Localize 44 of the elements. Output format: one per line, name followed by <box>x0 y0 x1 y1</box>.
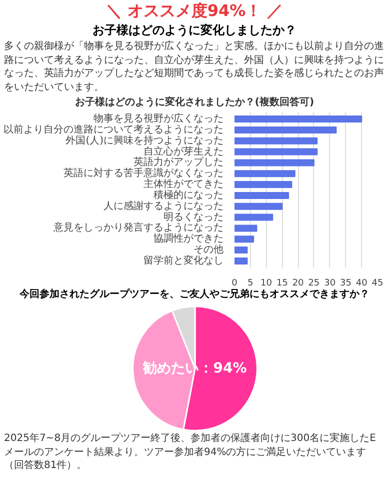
text: 2025年7~8月のグループツアー終了後、参加者の保護者向けに300名に実施したEメールのアンケート結果より。ツアー参加者94%の方にご満足いただいています（回答数81件）。 <box>4 432 377 472</box>
text: 多くの親御様が「物事を見る視野が広くなった」と実感。ほかにも以前より自分の進路について考えるようになった、自立心が芽生えた、外国（人）に興味を持つようになった、英語力がアップしたなど短期間であっても成長した姿を感じられたとのお声をいただいています。 <box>4 40 385 94</box>
y-tick-label: 以前より自分の進路について考えるようになった <box>4 123 224 136</box>
x-tick-label: 30 <box>324 278 336 288</box>
bar <box>234 137 318 144</box>
y-tick-label: 意見をしっかり発言するようになった <box>52 222 224 234</box>
x-tick-label: 45 <box>372 278 384 288</box>
bar <box>234 236 254 243</box>
text: ＼ オススメ度94%！ ／ <box>106 0 284 22</box>
y-tick-label: 人に感謝するようになった <box>104 200 224 212</box>
bar <box>234 257 248 264</box>
y-tick-label: その他 <box>194 244 224 256</box>
chart-title: お子様はどのように変化されましたか？(複数回答可) <box>74 96 314 110</box>
y-tick-label: 物事を見る視野が広くなった <box>94 112 224 125</box>
bar <box>234 202 283 210</box>
bar <box>234 214 274 221</box>
bar <box>234 192 290 199</box>
bar <box>234 159 314 166</box>
x-tick-label: 0 <box>232 278 238 288</box>
bar <box>234 116 362 123</box>
y-tick-label: 外国(人)に興味を持つようになった <box>66 134 224 146</box>
y-tick-label: 英語に対する苦手意識がなくなった <box>64 167 224 180</box>
x-tick-label: 40 <box>356 278 368 288</box>
y-tick-label: 積極的になった <box>154 188 224 201</box>
bar <box>234 181 292 188</box>
y-tick-label: 英語力がアップした <box>134 156 224 168</box>
y-tick-label: 協調性ができた <box>154 232 224 245</box>
x-tick-label: 5 <box>248 278 254 288</box>
x-tick-label: 25 <box>308 278 320 288</box>
x-tick-label: 35 <box>340 278 352 288</box>
x-tick-label: 10 <box>260 278 272 288</box>
x-tick-label: 20 <box>292 278 304 288</box>
y-tick-label: 明るくなった <box>164 212 224 223</box>
bar <box>234 148 318 156</box>
text: お子様はどのように変化しましたか？ <box>92 22 296 39</box>
bar <box>234 246 248 254</box>
bar <box>234 170 296 178</box>
y-tick-label: 自立心が芽生えた <box>144 145 224 158</box>
bar <box>234 126 337 134</box>
y-tick-label: 留学前と変化なし <box>144 254 224 266</box>
x-tick-label: 15 <box>276 278 288 288</box>
bar <box>234 224 258 232</box>
y-tick-label: 主体性がでてきた <box>144 178 224 190</box>
chart-title: 今回参加されたグループツアーを、ご友人やご兄弟にもオススメできますか？ <box>20 288 370 302</box>
